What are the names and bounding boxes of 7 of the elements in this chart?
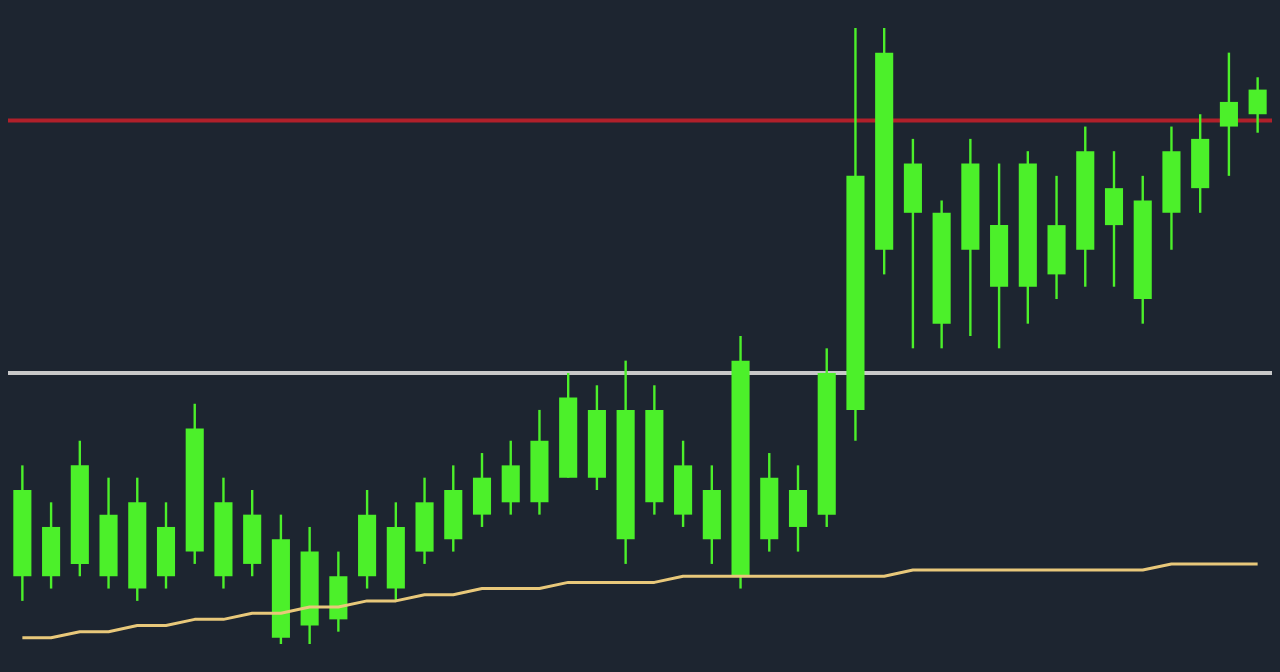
candlestick [788, 464, 808, 553]
candlestick [329, 550, 348, 633]
candlestick [1219, 51, 1238, 178]
candlestick [501, 439, 520, 516]
candlestick [1104, 150, 1124, 288]
candlestick [1248, 76, 1267, 134]
candlestick [472, 451, 492, 529]
